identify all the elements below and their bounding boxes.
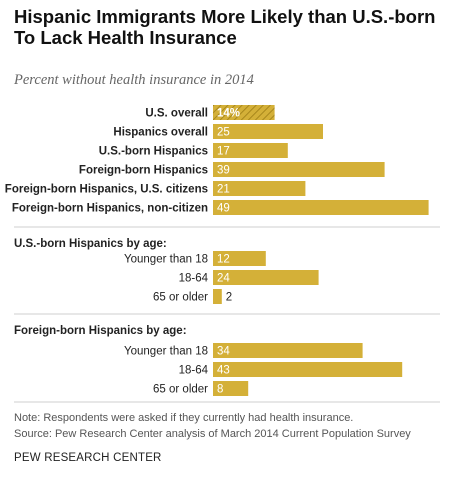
chart-title-line-1: Hispanic Immigrants More Likely than U.S… — [14, 6, 436, 27]
category-label: 65 or older — [153, 292, 208, 304]
bar — [213, 162, 385, 177]
group-heading: Foreign-born Hispanics by age: — [14, 325, 187, 337]
category-label: U.S. overall — [145, 108, 208, 120]
chart-title-line-2: To Lack Health Insurance — [14, 27, 237, 48]
category-label: 65 or older — [153, 384, 208, 396]
chart-title: Hispanic Immigrants More Likely than U.S… — [14, 6, 444, 48]
value-label: 17 — [217, 146, 230, 158]
value-label: 25 — [217, 127, 230, 139]
bar — [213, 124, 323, 139]
value-label: 12 — [217, 254, 230, 266]
category-label: Hispanics overall — [113, 127, 208, 139]
value-label: 14% — [217, 108, 240, 120]
bar — [213, 343, 363, 358]
bar — [213, 105, 275, 120]
bar — [213, 143, 288, 158]
category-label: Foreign-born Hispanics — [79, 165, 208, 177]
chart-subtitle: Percent without health insurance in 2014 — [14, 72, 254, 88]
bar — [213, 181, 306, 196]
bar — [213, 381, 249, 396]
source-text: Source: Pew Research Center analysis of … — [14, 428, 411, 440]
category-label: Younger than 18 — [124, 254, 208, 266]
value-label: 43 — [217, 365, 230, 377]
value-label: 39 — [217, 165, 230, 177]
bar — [213, 289, 222, 304]
note-text: Note: Respondents were asked if they cur… — [14, 412, 354, 424]
category-label: Foreign-born Hispanics, non-citizen — [12, 203, 208, 215]
category-label: U.S.-born Hispanics — [99, 146, 208, 158]
bar — [213, 362, 403, 377]
value-label: 34 — [217, 346, 230, 358]
category-label: Younger than 18 — [124, 346, 208, 358]
group-heading: U.S.-born Hispanics by age: — [14, 238, 167, 250]
value-label: 2 — [226, 292, 232, 304]
value-label: 49 — [217, 203, 230, 215]
bar — [213, 270, 319, 285]
bar — [213, 200, 429, 215]
value-label: 8 — [217, 384, 223, 396]
value-label: 24 — [217, 273, 230, 285]
category-label: 18-64 — [179, 273, 209, 285]
bar — [213, 251, 266, 266]
category-label: Foreign-born Hispanics, U.S. citizens — [5, 184, 208, 196]
credit-text: PEW RESEARCH CENTER — [14, 452, 162, 464]
value-label: 21 — [217, 184, 230, 196]
footnote: Note: Respondents were asked if they cur… — [14, 410, 411, 442]
category-label: 18-64 — [179, 365, 209, 377]
